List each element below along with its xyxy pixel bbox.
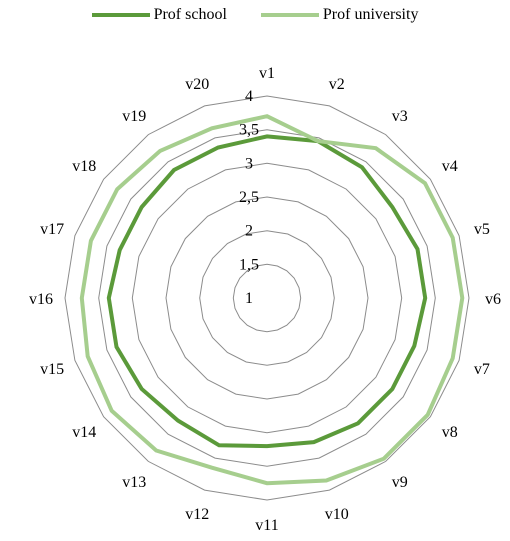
category-label: v14 <box>72 424 96 441</box>
category-label: v7 <box>474 361 490 378</box>
tick-label: 2 <box>245 223 253 240</box>
category-label: v13 <box>122 474 146 491</box>
category-label: v18 <box>72 158 96 175</box>
category-label: v3 <box>392 108 408 125</box>
gridline-ring <box>165 196 369 400</box>
gridline-ring <box>98 129 436 467</box>
category-label: v20 <box>185 76 209 93</box>
gridline-ring <box>64 95 470 501</box>
legend: Prof school Prof university <box>0 6 510 24</box>
tick-label: 1,5 <box>239 256 259 273</box>
category-label: v19 <box>122 108 146 125</box>
category-label: v16 <box>29 291 53 308</box>
legend-swatch-prof-university <box>260 13 319 17</box>
category-label: v6 <box>485 291 501 308</box>
category-label: v2 <box>329 76 345 93</box>
category-label: v10 <box>325 506 349 523</box>
tick-label: 3,5 <box>239 122 259 139</box>
gridline-ring <box>131 162 403 434</box>
category-label: v1 <box>259 65 275 82</box>
series-line-prof-university <box>79 114 465 486</box>
tick-label: 2,5 <box>239 189 259 206</box>
category-label: v12 <box>185 506 209 523</box>
legend-item-prof-university[interactable]: Prof university <box>260 6 419 24</box>
category-label: v8 <box>442 424 458 441</box>
legend-label-prof-university: Prof university <box>322 6 419 23</box>
category-label: v15 <box>40 361 64 378</box>
category-label: v9 <box>392 474 408 491</box>
gridline-ring <box>232 263 302 333</box>
tick-label: 3 <box>245 155 253 172</box>
tick-label: 4 <box>245 88 253 105</box>
category-label: v4 <box>442 158 458 175</box>
series-line-prof-school <box>106 134 428 449</box>
legend-swatch-prof-school <box>91 13 150 17</box>
legend-label-prof-school: Prof school <box>153 6 227 23</box>
category-label: v5 <box>474 221 490 238</box>
tick-label: 1 <box>245 290 253 307</box>
gridline-ring <box>199 230 335 366</box>
category-label: v11 <box>255 517 278 534</box>
category-label: v17 <box>40 221 64 238</box>
legend-item-prof-school[interactable]: Prof school <box>91 6 227 24</box>
